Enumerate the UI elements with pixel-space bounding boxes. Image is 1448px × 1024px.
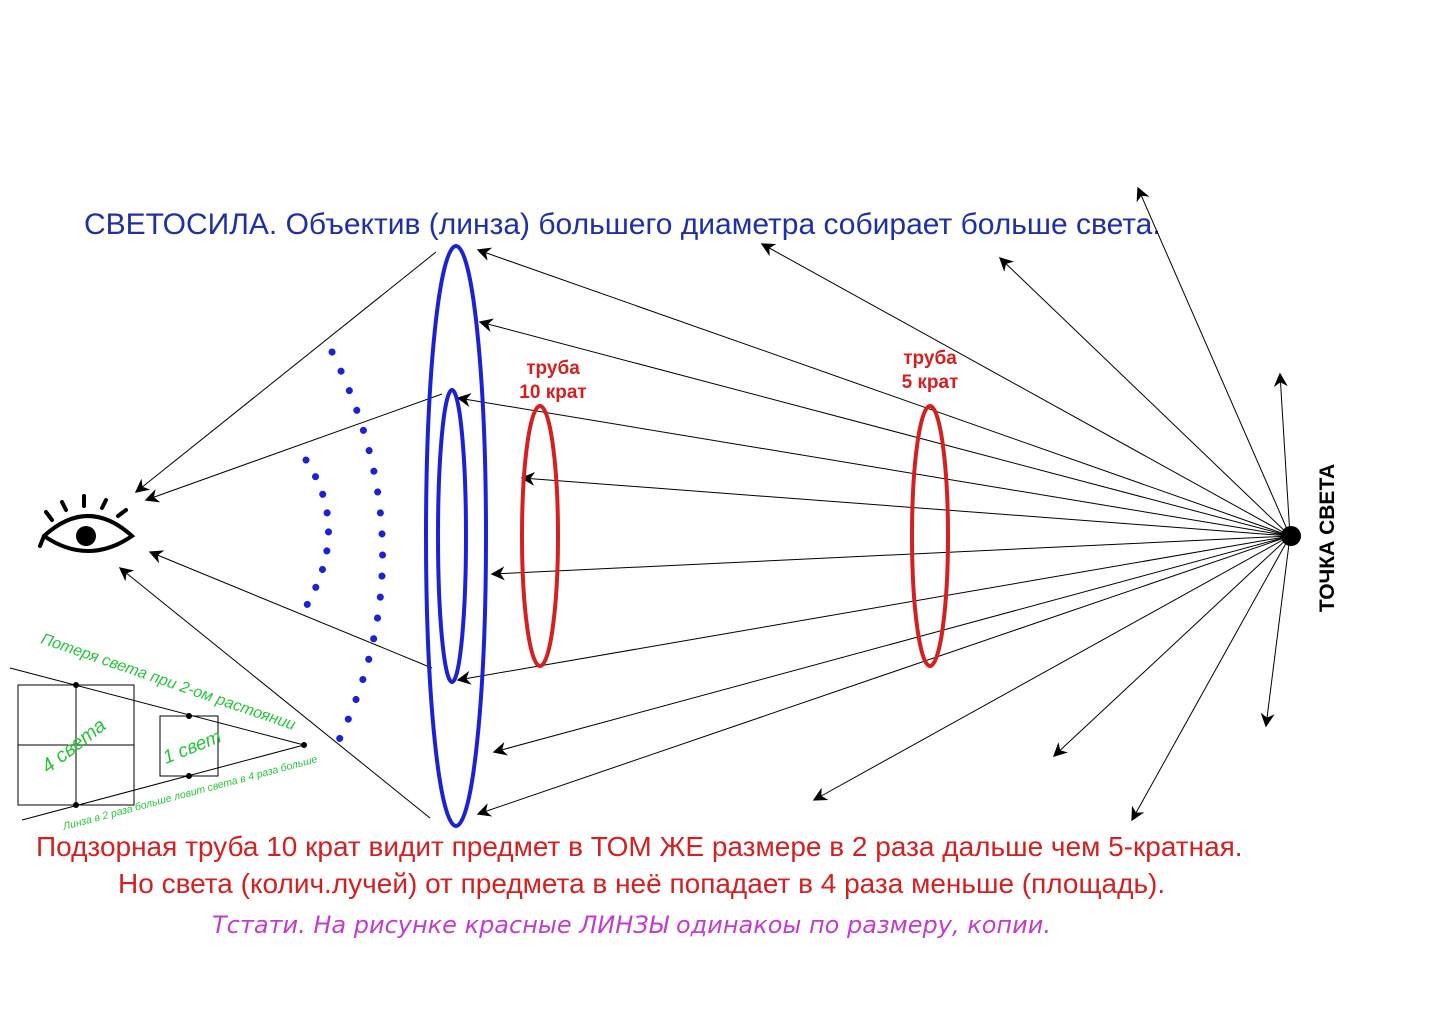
ray	[760, 243, 1291, 537]
light-point-label: ТОЧКА СВЕТА	[1316, 464, 1339, 612]
ray	[1136, 186, 1291, 537]
tube-5x-label-line1: труба	[903, 348, 957, 369]
footnote: Тстати. На рисунке красные ЛИНЗЫ одинако…	[212, 911, 1051, 939]
ray	[1260, 535, 1291, 728]
incoming-rays	[456, 247, 1291, 817]
light-point	[1281, 526, 1301, 546]
outgoing-rays	[760, 186, 1291, 822]
wavefronts	[300, 348, 387, 746]
light-loss-label: Потеря света при 2-ом растоянии	[39, 631, 298, 734]
tube-10x-label-line1: труба	[526, 358, 580, 379]
diagram-title: СВЕТОСИЛА. Объектив (линза) большего диа…	[84, 208, 1161, 241]
ray	[490, 535, 1291, 581]
eye-icon	[38, 494, 136, 553]
wavefront-outer	[328, 348, 387, 746]
ray	[118, 567, 431, 819]
ray	[1273, 372, 1291, 537]
tube-5x-label-line2: 5 крат	[902, 372, 959, 393]
tube-10x-lens	[520, 404, 560, 668]
ray	[134, 251, 437, 493]
light-loss-inset: Потеря света при 2-ом растоянии 4 света …	[9, 631, 319, 833]
ray	[478, 318, 1291, 537]
ray	[812, 535, 1291, 801]
caption-line2: Но света (колич.лучей) от предмета в неё…	[118, 868, 1165, 899]
ray	[476, 535, 1291, 817]
tube-10x-label-line2: 10 крат	[519, 382, 586, 403]
ray	[148, 550, 433, 669]
one-light-label: 1 свет	[160, 726, 224, 768]
ray	[492, 535, 1291, 756]
lens-gain-label: Линза в 2 раза больше ловит света в 4 ра…	[61, 753, 319, 833]
caption-line1: Подзорная труба 10 крат видит предмет в …	[36, 831, 1243, 862]
ray	[1052, 535, 1291, 757]
ray	[144, 393, 443, 503]
ray	[456, 393, 1291, 537]
ray	[456, 535, 1291, 685]
tube-5x-lens	[910, 404, 950, 668]
small-lens	[436, 388, 468, 684]
ray	[1131, 535, 1291, 822]
ray	[520, 471, 1291, 537]
wavefront-inner	[300, 456, 332, 614]
large-lens	[424, 244, 488, 828]
ray	[476, 247, 1291, 537]
four-light-label: 4 света	[38, 714, 111, 778]
eye-rays	[118, 251, 443, 819]
ray	[998, 257, 1291, 537]
